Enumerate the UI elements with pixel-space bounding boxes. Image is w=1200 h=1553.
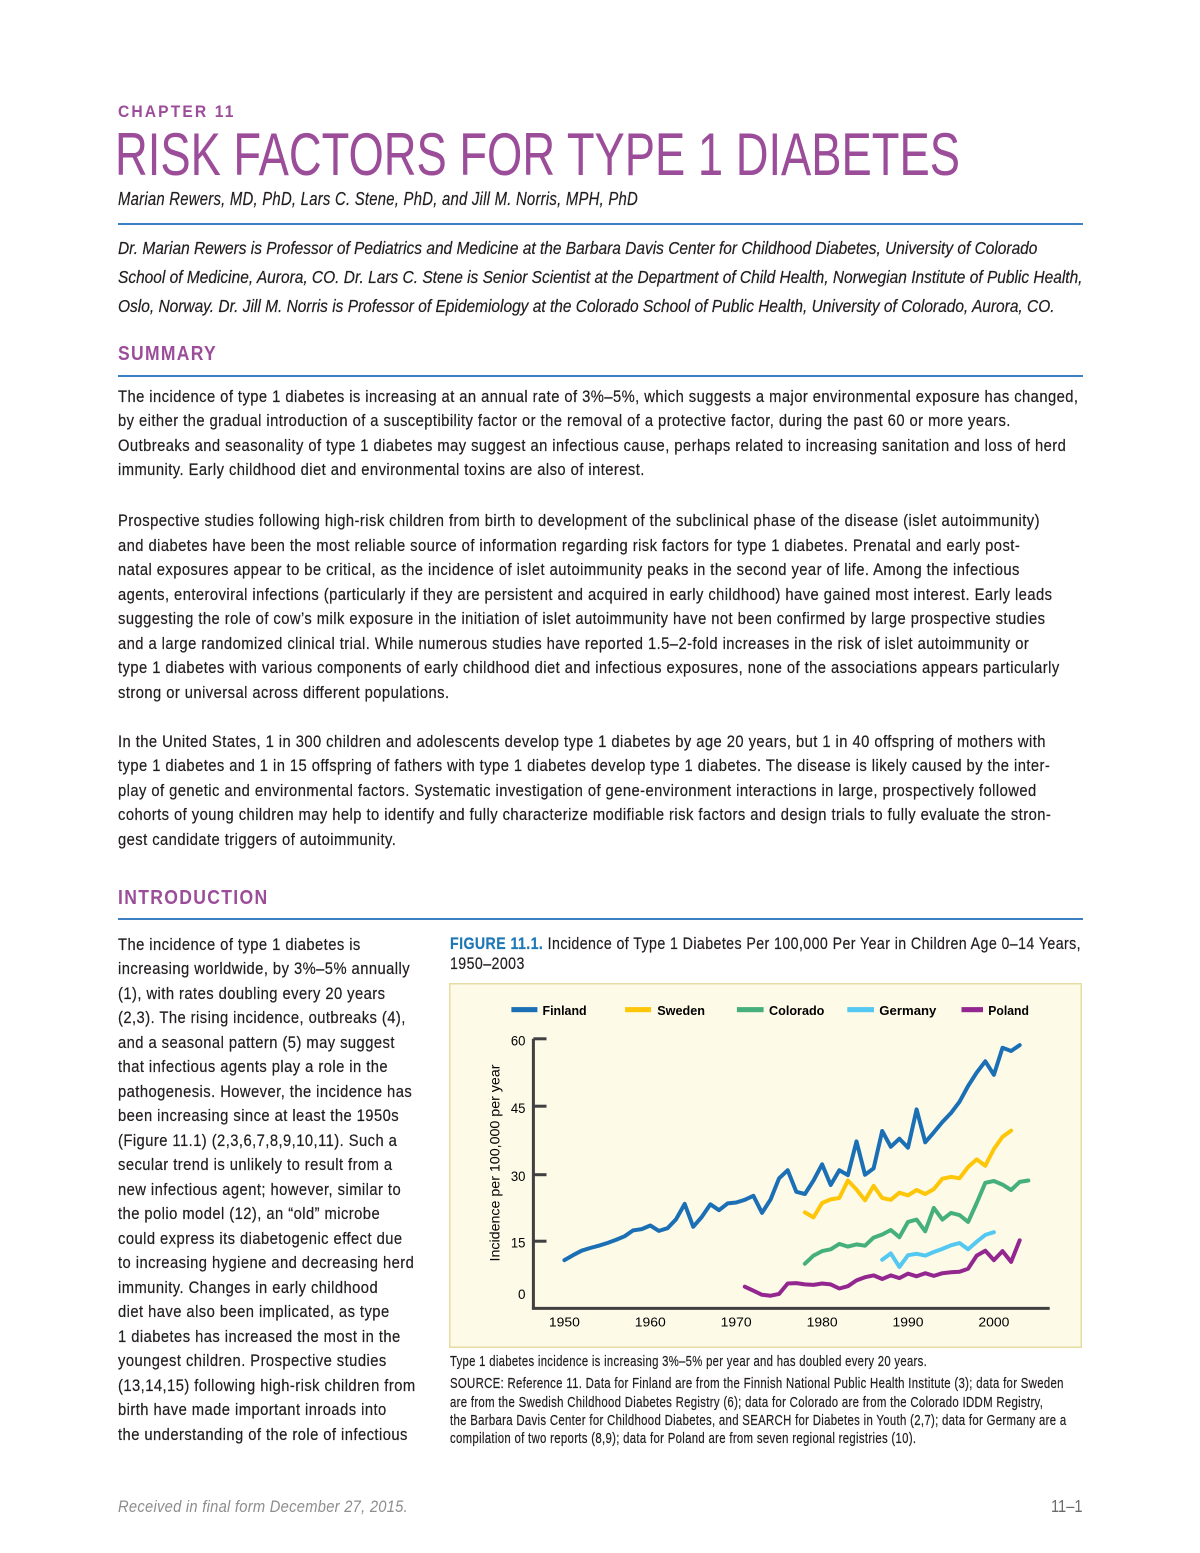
svg-text:Colorado: Colorado [769,1003,824,1018]
svg-text:1950: 1950 [549,1315,580,1330]
svg-text:1980: 1980 [807,1315,838,1330]
svg-text:1970: 1970 [721,1315,752,1330]
svg-text:1960: 1960 [635,1315,666,1330]
svg-text:Incidence per 100,000 per year: Incidence per 100,000 per year [486,1064,502,1261]
svg-text:Finland: Finland [543,1003,587,1018]
svg-text:0: 0 [518,1287,526,1302]
svg-text:Germany: Germany [879,1003,937,1018]
svg-text:Poland: Poland [988,1003,1029,1018]
svg-text:45: 45 [511,1101,526,1116]
svg-text:15: 15 [511,1236,526,1251]
svg-text:30: 30 [511,1169,526,1184]
svg-text:Sweden: Sweden [657,1003,705,1018]
svg-text:60: 60 [511,1033,526,1048]
svg-text:2000: 2000 [978,1315,1009,1330]
svg-text:1990: 1990 [893,1315,924,1330]
